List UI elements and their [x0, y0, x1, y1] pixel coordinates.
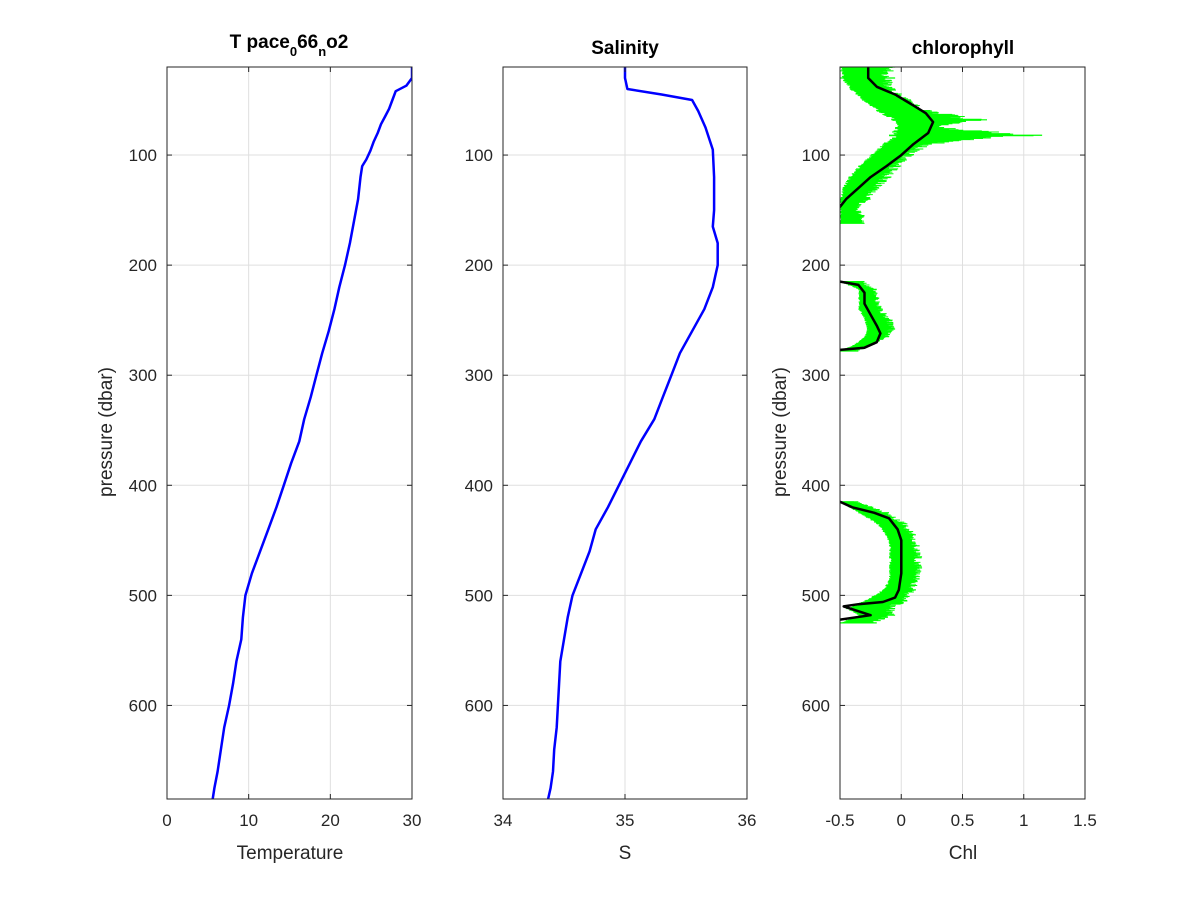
salinity-xtick-label-1: 35 [616, 811, 635, 830]
chlorophyll-series-1-segment-2 [840, 500, 903, 621]
chlorophyll-xlabel: Chl [949, 843, 978, 864]
chlorophyll-xtick-label-4: 1.5 [1073, 811, 1097, 830]
temperature-ytick-label-0: 100 [129, 146, 157, 165]
temperature-panel: T pace066no2 Temperature pressure (dbar)… [96, 32, 421, 864]
salinity-ytick-label-3: 400 [465, 476, 493, 495]
salinity-ytick-label-2: 300 [465, 366, 493, 385]
temperature-axes: 0 10 20 30 100 200 300 400 500 600 [129, 66, 422, 830]
salinity-data [546, 67, 719, 799]
chlorophyll-ytick-label-2: 300 [802, 366, 830, 385]
salinity-ytick-label-5: 600 [465, 696, 493, 715]
salinity-series-1 [546, 67, 719, 799]
temperature-ytick-label-5: 600 [129, 696, 157, 715]
chlorophyll-ytick-label-4: 500 [802, 586, 830, 605]
temperature-ytick-label-4: 500 [129, 586, 157, 605]
temperature-xtick-label-1: 10 [239, 811, 258, 830]
salinity-title: Salinity [591, 38, 659, 59]
chlorophyll-axes: -0.5 0 0.5 1 1.5 100 200 300 400 500 600 [802, 66, 1097, 830]
chlorophyll-ytick-label-5: 600 [802, 696, 830, 715]
salinity-xtick-label-0: 34 [494, 811, 513, 830]
salinity-axes: 34 35 36 100 200 300 400 500 600 [465, 66, 757, 830]
chlorophyll-series-1-segment-0 [840, 67, 935, 209]
temperature-ytick-label-3: 400 [129, 476, 157, 495]
chlorophyll-xtick-label-0: -0.5 [825, 811, 854, 830]
temperature-xtick-label-0: 0 [162, 811, 171, 830]
chlorophyll-series-1-segment-1 [840, 280, 882, 352]
chlorophyll-envelope-0 [840, 67, 1043, 224]
temperature-series-0 [211, 67, 412, 799]
temperature-ytick-label-1: 200 [129, 256, 157, 275]
salinity-xtick-label-2: 36 [738, 811, 757, 830]
temperature-xtick-label-3: 30 [403, 811, 422, 830]
chlorophyll-xtick-label-1: 0 [897, 811, 906, 830]
chlorophyll-xtick-label-2: 0.5 [951, 811, 975, 830]
temperature-axes-frame [166, 66, 413, 800]
chlorophyll-ytick-label-0: 100 [802, 146, 830, 165]
salinity-ytick-label-4: 500 [465, 586, 493, 605]
salinity-ytick-label-1: 200 [465, 256, 493, 275]
salinity-panel: Salinity S 34 35 36 100 200 300 400 500 600 [465, 38, 757, 864]
chlorophyll-ylabel: pressure (dbar) [770, 367, 791, 497]
chlorophyll-ytick-label-3: 400 [802, 476, 830, 495]
temperature-ylabel: pressure (dbar) [96, 367, 117, 497]
temperature-ytick-label-2: 300 [129, 366, 157, 385]
chlorophyll-xtick-label-3: 1 [1019, 811, 1028, 830]
salinity-ytick-label-0: 100 [465, 146, 493, 165]
chlorophyll-panel: chlorophyll Chl pressure (dbar) -0.5 0 0.5… [770, 38, 1097, 864]
chlorophyll-title: chlorophyll [912, 38, 1014, 59]
chlorophyll-ytick-label-1: 200 [802, 256, 830, 275]
salinity-xlabel: S [619, 843, 632, 864]
temperature-xlabel: Temperature [237, 843, 344, 864]
temperature-data [211, 67, 412, 799]
temperature-title: T pace066no2 [230, 32, 349, 59]
temperature-xtick-label-2: 20 [321, 811, 340, 830]
chlorophyll-data [840, 67, 1043, 624]
